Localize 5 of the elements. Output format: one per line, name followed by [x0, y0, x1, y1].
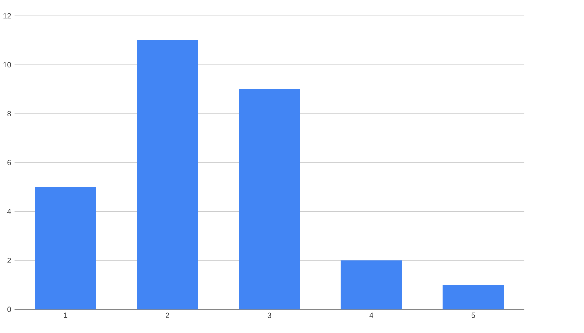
bar: [340, 260, 402, 310]
bar: [137, 40, 198, 310]
bar: [35, 187, 96, 310]
bar: [239, 89, 300, 310]
bar: [442, 285, 504, 310]
